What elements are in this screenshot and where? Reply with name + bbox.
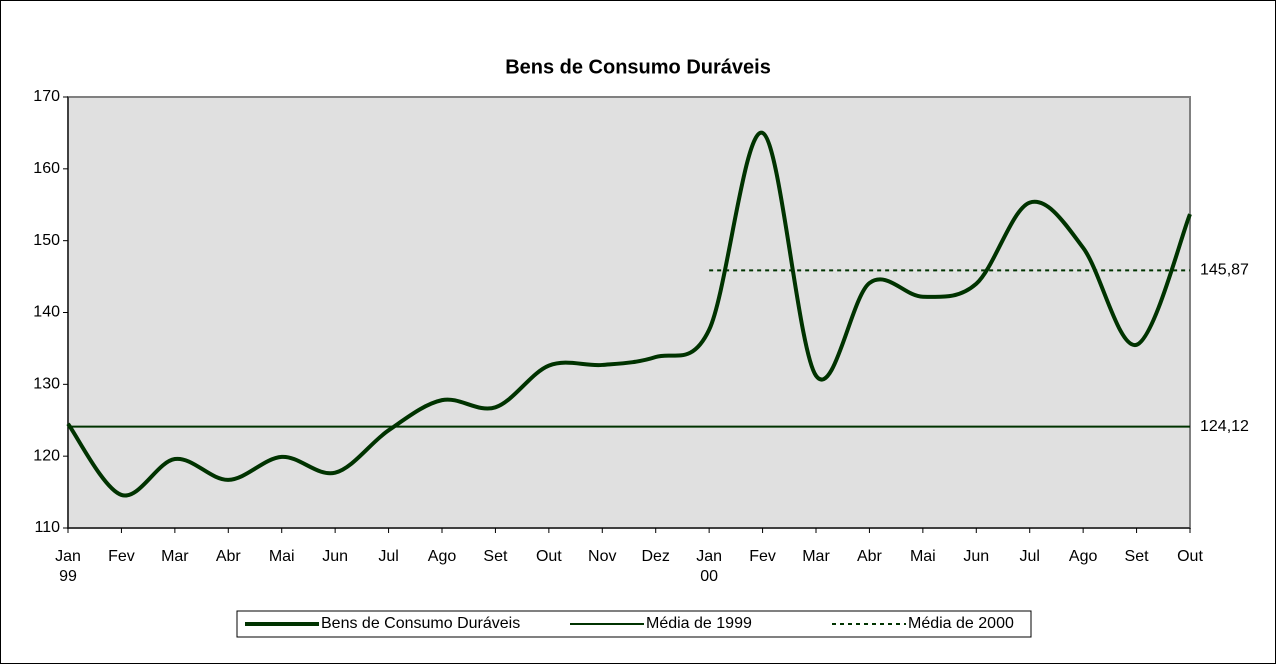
x-tick-label: Mai	[268, 548, 295, 565]
x-tick-label: Jan 99	[55, 548, 81, 585]
legend-label: Média de 2000	[908, 615, 1014, 632]
x-tick-label: Jun	[322, 548, 349, 565]
x-tick-label: Mai	[909, 548, 936, 565]
x-tick-label: Dez	[641, 548, 670, 565]
series-value-label: 145,87	[1200, 262, 1249, 279]
chart-title: Bens de Consumo Duráveis	[505, 56, 771, 78]
series-line	[66, 130, 1192, 498]
x-tick-label: Mar	[802, 548, 830, 565]
y-tick-label: 120	[33, 447, 60, 464]
x-tick-label: Jun	[963, 548, 990, 565]
x-tick-label: Out	[1177, 548, 1203, 565]
x-tick-label: Out	[535, 548, 562, 565]
x-tick-label: Ago	[427, 548, 457, 565]
y-tick-label: 150	[33, 232, 60, 249]
y-tick-label: 130	[33, 376, 60, 393]
x-tick-label: Abr	[215, 548, 241, 565]
x-tick-label: Set	[483, 548, 508, 565]
legend-label: Bens de Consumo Duráveis	[321, 615, 520, 632]
legend-label: Média de 1999	[646, 615, 752, 632]
y-tick-label: 160	[33, 160, 60, 177]
x-tick-label: Fev	[108, 548, 135, 565]
x-tick-label: Set	[1124, 548, 1149, 565]
x-tick-label: Ago	[1068, 548, 1098, 565]
y-tick-label: 110	[34, 519, 60, 536]
plot-area	[67, 96, 1191, 529]
x-tick-label: Fev	[749, 548, 776, 565]
x-tick-label: Mar	[161, 548, 189, 565]
series-value-label: 124,12	[1200, 418, 1249, 435]
x-tick-label: Jul	[378, 548, 399, 565]
x-tick-label: Jul	[1019, 548, 1040, 565]
x-tick-label: Abr	[856, 548, 882, 565]
x-tick-label: Jan 00	[696, 548, 723, 585]
y-tick-label: 140	[33, 304, 60, 321]
x-tick-label: Nov	[588, 548, 617, 565]
y-tick-label: 170	[33, 88, 60, 105]
